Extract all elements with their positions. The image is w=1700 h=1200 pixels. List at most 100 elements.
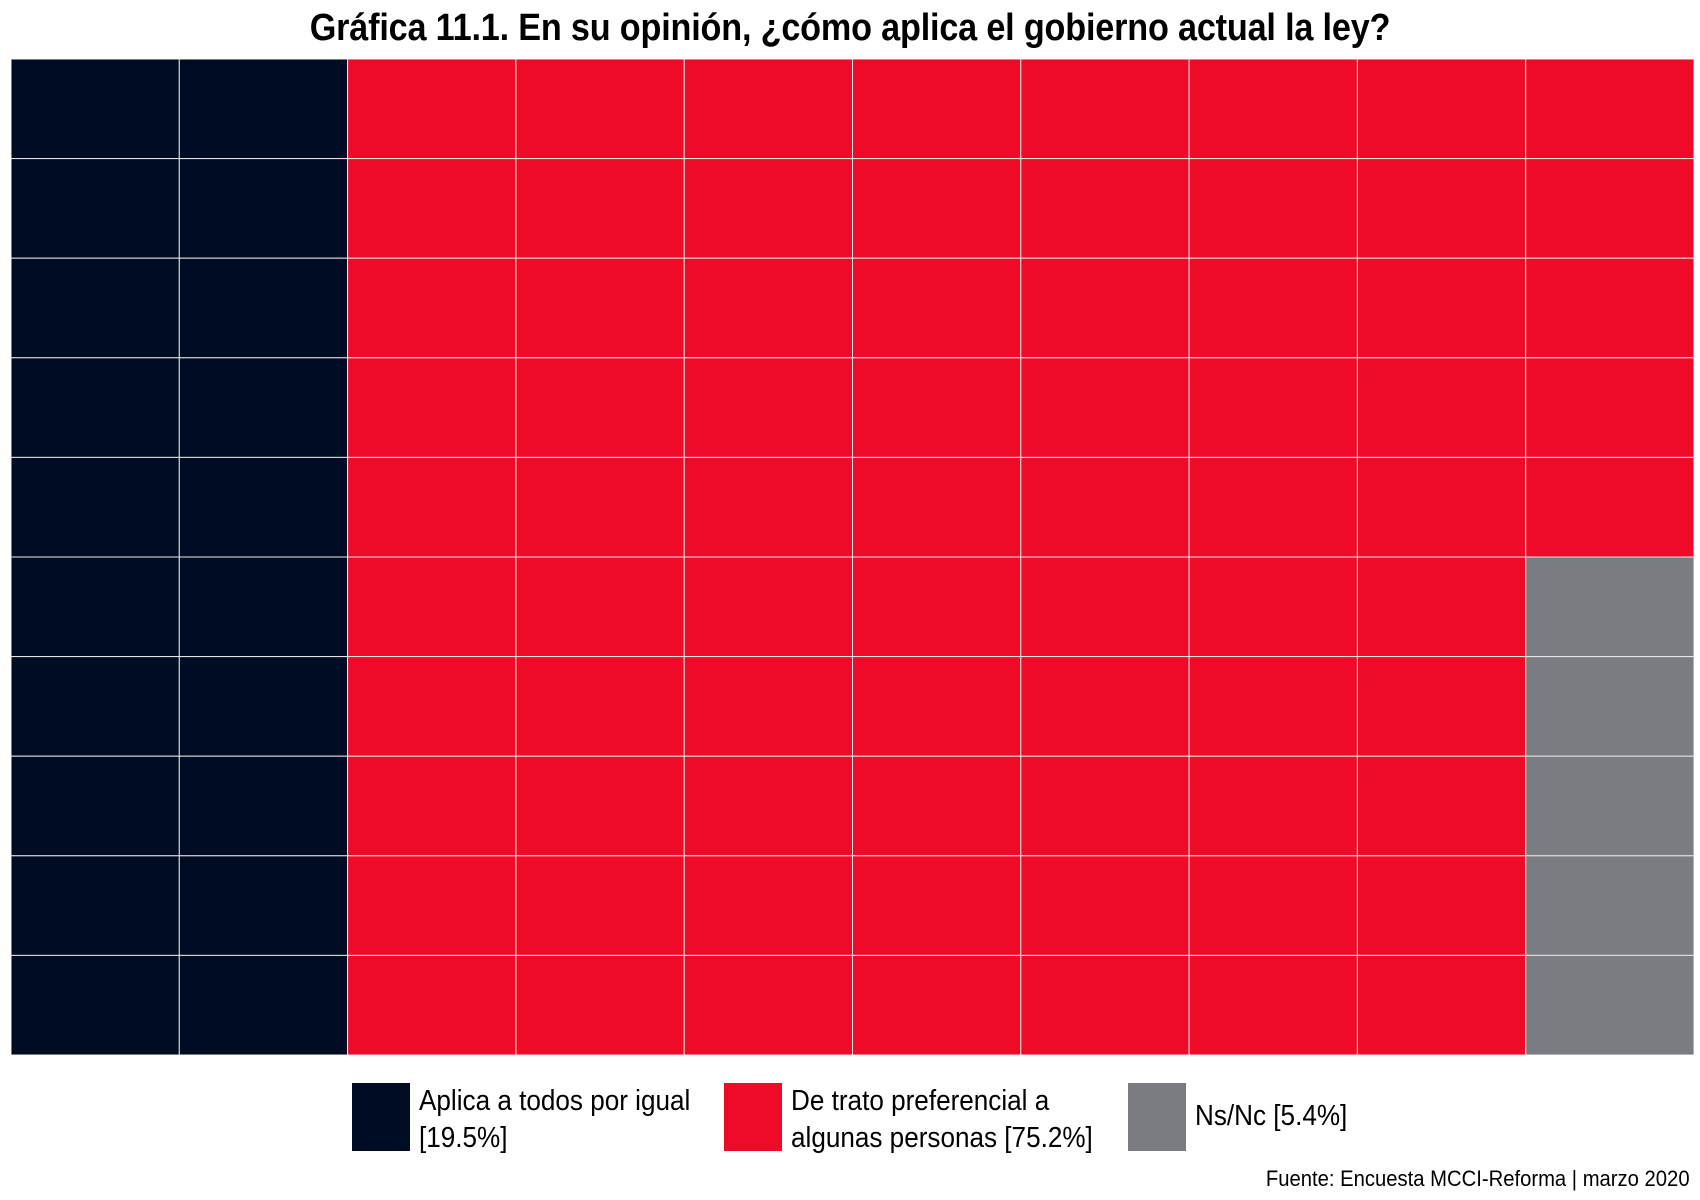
waffle-cell — [515, 59, 685, 160]
waffle-cell — [1188, 59, 1358, 160]
legend-swatch-trato — [724, 1083, 782, 1151]
waffle-cell — [1188, 556, 1358, 658]
waffle-cell — [11, 656, 180, 757]
waffle-cell — [1020, 257, 1190, 359]
waffle-cell — [347, 556, 517, 658]
waffle-cell — [1188, 954, 1358, 1055]
waffle-cell — [1356, 357, 1527, 458]
legend-label-trato-line1: De trato preferencial a — [791, 1085, 1050, 1117]
waffle-cell — [852, 456, 1022, 558]
waffle-cell — [11, 954, 180, 1055]
waffle-cell — [1188, 855, 1358, 956]
waffle-cell — [1356, 556, 1527, 658]
waffle-cell — [852, 257, 1022, 359]
waffle-cell — [347, 755, 517, 857]
waffle-cell — [1020, 556, 1190, 658]
waffle-cell — [1188, 357, 1358, 458]
waffle-cell — [1356, 755, 1527, 857]
waffle-cell — [1525, 755, 1694, 857]
waffle-cell — [1020, 656, 1190, 757]
waffle-cell — [347, 656, 517, 757]
waffle-cell — [178, 257, 349, 359]
waffle-cell — [1020, 59, 1190, 160]
waffle-cell — [347, 357, 517, 458]
waffle-cell — [1020, 456, 1190, 558]
waffle-cell — [11, 59, 180, 160]
waffle-cell — [1020, 755, 1190, 857]
waffle-cell — [852, 158, 1022, 259]
waffle-cell — [515, 456, 685, 558]
waffle-cell — [1356, 656, 1527, 757]
waffle-cell — [1356, 257, 1527, 359]
waffle-cell — [178, 556, 349, 658]
waffle-cell — [1525, 257, 1694, 359]
waffle-cell — [11, 357, 180, 458]
waffle-cell — [1356, 954, 1527, 1055]
waffle-cell — [178, 357, 349, 458]
waffle-cell — [852, 855, 1022, 956]
waffle-cell — [683, 257, 854, 359]
legend-swatch-aplica — [352, 1083, 410, 1151]
waffle-cell — [11, 456, 180, 558]
waffle-cell — [1356, 158, 1527, 259]
waffle-cell — [683, 357, 854, 458]
legend-label-aplica-line1: Aplica a todos por igual — [419, 1085, 691, 1117]
waffle-cell — [1525, 556, 1694, 658]
waffle-cell — [178, 954, 349, 1055]
waffle-grid — [11, 59, 1694, 1055]
waffle-cell — [683, 855, 854, 956]
waffle-cell — [1356, 855, 1527, 956]
waffle-cell — [1020, 158, 1190, 259]
waffle-cell — [178, 59, 349, 160]
waffle-cell — [1188, 755, 1358, 857]
legend-swatch-nsnc — [1128, 1083, 1186, 1151]
waffle-cell — [178, 656, 349, 757]
legend-label-nsnc-line1: Ns/Nc [5.4%] — [1195, 1100, 1348, 1132]
waffle-cell — [1525, 357, 1694, 458]
waffle-cell — [852, 357, 1022, 458]
waffle-cell — [1188, 158, 1358, 259]
waffle-cell — [852, 954, 1022, 1055]
waffle-cell — [347, 158, 517, 259]
waffle-cell — [1525, 954, 1694, 1055]
waffle-cell — [683, 954, 854, 1055]
source-note: Fuente: Encuesta MCCI-Reforma | marzo 20… — [1266, 1166, 1690, 1191]
waffle-cell — [178, 158, 349, 259]
waffle-cell — [1356, 456, 1527, 558]
legend-label-nsnc: Ns/Nc [5.4%] — [1195, 1098, 1347, 1135]
waffle-cell — [178, 855, 349, 956]
waffle-cell — [11, 158, 180, 259]
waffle-cell — [1525, 158, 1694, 259]
legend-label-aplica: Aplica a todos por igual [19.5%] — [419, 1083, 690, 1157]
chart-title: Gráfica 11.1. En su opinión, ¿cómo aplic… — [309, 7, 1391, 49]
waffle-cell — [347, 855, 517, 956]
waffle-cell — [515, 755, 685, 857]
waffle-cell — [11, 556, 180, 658]
waffle-cell — [852, 59, 1022, 160]
waffle-cell — [347, 954, 517, 1055]
waffle-cell — [515, 257, 685, 359]
legend-label-trato: De trato preferencial a algunas personas… — [791, 1083, 1093, 1157]
waffle-cell — [515, 954, 685, 1055]
waffle-cell — [11, 755, 180, 857]
waffle-cell — [347, 257, 517, 359]
waffle-cell — [515, 855, 685, 956]
waffle-cell — [683, 158, 854, 259]
waffle-cell — [1020, 855, 1190, 956]
waffle-cell — [1525, 59, 1694, 160]
waffle-cell — [347, 456, 517, 558]
waffle-cell — [11, 855, 180, 956]
waffle-cell — [1356, 59, 1527, 160]
waffle-cell — [683, 59, 854, 160]
waffle-cell — [683, 456, 854, 558]
waffle-cell — [347, 59, 517, 160]
waffle-cell — [1525, 456, 1694, 558]
legend-label-aplica-line2: [19.5%] — [419, 1122, 508, 1154]
waffle-cell — [1188, 456, 1358, 558]
waffle-cell — [1020, 954, 1190, 1055]
waffle-cell — [1188, 257, 1358, 359]
waffle-cell — [1525, 656, 1694, 757]
waffle-cell — [852, 556, 1022, 658]
waffle-cell — [515, 656, 685, 757]
waffle-cell — [11, 257, 180, 359]
